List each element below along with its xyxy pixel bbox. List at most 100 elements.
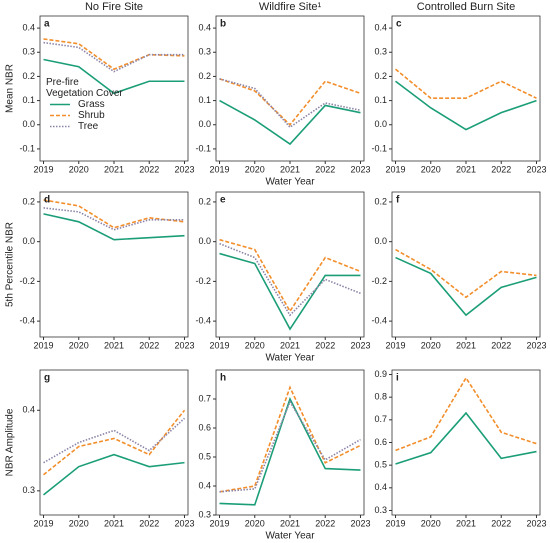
x-tick-label: 2021 [104,518,124,528]
plot-frame [215,369,365,516]
x-tick-label: 2020 [69,164,89,174]
x-tick-label: 2022 [491,340,511,350]
x-tick-label: 2022 [139,164,159,174]
x-tick-label: 2021 [456,518,476,528]
series-line [43,207,185,231]
series-line [43,41,185,73]
series-line [219,78,361,126]
panel-label: c [396,19,402,30]
x-axis-label: Water Year [265,353,315,364]
x-tick-label: 2022 [139,340,159,350]
x-tick-label: 2023 [526,518,546,528]
series-line [43,199,185,229]
panel-label: h [220,373,226,384]
x-tick-label: 2023 [526,164,546,174]
panel-label: a [44,19,50,30]
x-tick-label: 2020 [245,340,265,350]
panel-label: e [220,195,226,206]
y-tick-label: 0.0 [374,236,387,246]
x-tick-label: 2021 [104,340,124,350]
y-tick-label: 0.4 [374,482,387,492]
legend-title: Vegetation Cover [46,88,123,99]
x-tick-label: 2020 [245,518,265,528]
x-tick-label: 2021 [104,164,124,174]
y-tick-label: 0.2 [198,71,211,81]
legend-label: Tree [78,121,99,132]
x-tick-label: 2023 [350,164,370,174]
y-tick-label: -0.2 [195,276,211,286]
y-tick-label: -0.1 [19,143,35,153]
column-title: Controlled Burn Site [417,1,515,13]
y-tick-label: 0.4 [198,480,211,490]
x-tick-label: 2021 [280,340,300,350]
x-tick-label: 2020 [69,340,89,350]
plot-frame [39,191,189,338]
x-tick-label: 2019 [210,340,230,350]
y-tick-label: 0.1 [22,95,35,105]
series-line [43,453,185,496]
x-tick-label: 2020 [421,340,441,350]
x-tick-label: 2021 [456,164,476,174]
x-tick-label: 2022 [315,340,335,350]
y-tick-label: 0.4 [22,405,35,415]
plot-frame [39,369,189,516]
legend-title: Pre-fire [46,77,79,88]
y-tick-label: 0.6 [198,422,211,432]
y-tick-label: 0.0 [198,119,211,129]
y-tick-label: 0.4 [374,22,387,32]
y-tick-label: 0.7 [198,393,211,403]
y-tick-label: 0.7 [374,414,387,424]
legend-label: Shrub [78,110,105,121]
x-tick-label: 2019 [34,518,54,528]
y-tick-label: 0.3 [22,47,35,57]
y-tick-label: 0.5 [374,460,387,470]
y-tick-label: 0.0 [22,236,35,246]
x-tick-label: 2022 [315,164,335,174]
x-tick-label: 2019 [34,340,54,350]
y-tick-label: 0.0 [22,119,35,129]
legend-label: Grass [78,99,105,110]
series-line [395,80,537,131]
panel-label: i [396,373,399,384]
x-tick-label: 2020 [69,518,89,528]
series-line [219,400,361,493]
x-tick-label: 2022 [491,164,511,174]
series-line [219,396,361,506]
column-title: Wildfire Site¹ [259,1,322,13]
y-tick-label: 0.6 [374,437,387,447]
series-line [43,409,186,476]
series-line [219,78,361,129]
x-tick-label: 2019 [210,164,230,174]
x-tick-label: 2020 [421,518,441,528]
x-tick-label: 2023 [350,518,370,528]
x-tick-label: 2023 [174,518,194,528]
series-line [219,238,361,313]
x-tick-label: 2022 [315,518,335,528]
y-tick-label: 0.2 [374,196,387,206]
x-tick-label: 2023 [174,164,194,174]
plot-frame [215,15,365,162]
y-tick-label: 0.2 [22,71,35,81]
y-tick-label: 0.2 [22,196,35,206]
x-tick-label: 2022 [491,518,511,528]
series-line [219,99,361,146]
y-tick-label: 0.2 [198,196,211,206]
series-line [219,385,361,493]
y-tick-label: 0.3 [198,509,211,519]
x-tick-label: 2021 [280,518,300,528]
panel-label: f [396,195,400,206]
y-axis-label: 5th Percentile NBR [5,222,16,307]
panel-label: g [44,373,50,384]
x-tick-label: 2021 [456,340,476,350]
y-tick-label: 0.0 [374,119,387,129]
y-tick-label: 0.2 [374,71,387,81]
x-tick-label: 2023 [350,340,370,350]
y-tick-label: 0.0 [198,236,211,246]
y-tick-label: -0.1 [195,143,211,153]
y-tick-label: 0.1 [374,95,387,105]
column-title: No Fire Site [85,1,143,13]
series-line [43,417,186,464]
y-axis-label: NBR Amplitude [5,408,16,476]
y-tick-label: -0.4 [371,315,387,325]
